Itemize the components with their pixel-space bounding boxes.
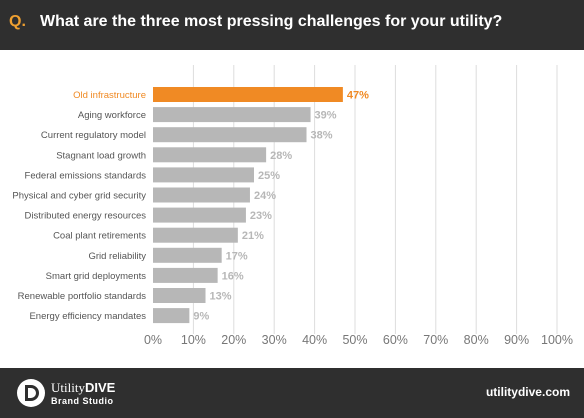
- footer-bar: UtilityDIVE Brand Studio utilitydive.com: [0, 368, 584, 418]
- question-title: What are the three most pressing challen…: [40, 13, 503, 30]
- x-tick-label-10: 10%: [181, 333, 206, 347]
- header-bar: Q. What are the three most pressing chal…: [0, 0, 584, 50]
- value-label-old-infrastructure: 47%: [347, 90, 369, 102]
- value-label-energy-efficiency-mandates: 9%: [193, 311, 209, 323]
- bar-smart-grid-deployments: [153, 267, 218, 283]
- value-label-federal-emissions-standards: 25%: [258, 170, 280, 182]
- value-label-coal-plant-retirements: 21%: [242, 230, 264, 242]
- brand-subtitle: Brand Studio: [51, 396, 114, 406]
- category-label-stagnant-load-growth: Stagnant load growth: [56, 150, 146, 161]
- bar-stagnant-load-growth: [153, 147, 267, 163]
- bar-renewable-portfolio-standards: [153, 288, 206, 303]
- x-tick-label-40: 40%: [302, 333, 327, 347]
- value-label-distributed-energy-resources: 23%: [250, 210, 272, 222]
- x-tick-label-0: 0%: [144, 333, 162, 347]
- category-label-old-infrastructure: Old infrastructure: [73, 90, 146, 101]
- x-tick-label-60: 60%: [383, 333, 408, 347]
- value-label-physical-and-cyber-grid-security: 24%: [254, 190, 276, 202]
- category-label-energy-efficiency-mandates: Energy efficiency mandates: [29, 311, 146, 322]
- x-tick-label-90: 90%: [504, 333, 529, 347]
- x-tick-label-30: 30%: [262, 333, 287, 347]
- category-label-federal-emissions-standards: Federal emissions standards: [25, 170, 147, 181]
- category-label-coal-plant-retirements: Coal plant retirements: [53, 231, 146, 242]
- x-tick-label-50: 50%: [342, 333, 367, 347]
- x-tick-label-70: 70%: [423, 333, 448, 347]
- category-label-distributed-energy-resources: Distributed energy resources: [25, 211, 147, 222]
- x-tick-label-80: 80%: [464, 333, 489, 347]
- category-label-grid-reliability: Grid reliability: [88, 251, 146, 262]
- value-label-smart-grid-deployments: 16%: [222, 270, 244, 282]
- bar-aging-workforce: [153, 107, 311, 123]
- bar-grid-reliability: [153, 247, 222, 263]
- bar-current-regulatory-model: [153, 127, 307, 143]
- category-label-current-regulatory-model: Current regulatory model: [41, 130, 146, 141]
- x-tick-label-20: 20%: [221, 333, 246, 347]
- bar-chart: Old infrastructure 47% Aging workforce 39% C…: [12, 65, 573, 347]
- category-label-smart-grid-deployments: Smart grid deployments: [46, 271, 147, 282]
- site-url[interactable]: utilitydive.com: [485, 385, 570, 399]
- value-label-renewable-portfolio-standards: 13%: [210, 291, 232, 303]
- brand-name: UtilityDIVE: [51, 380, 116, 395]
- value-label-grid-reliability: 17%: [226, 250, 248, 262]
- bar-distributed-energy-resources: [153, 207, 246, 223]
- bar-coal-plant-retirements: [153, 227, 238, 243]
- utility-dive-logo-icon: [17, 379, 45, 407]
- bar-federal-emissions-standards: [153, 167, 254, 183]
- bar-energy-efficiency-mandates: [153, 308, 190, 324]
- x-tick-label-100: 100%: [541, 333, 573, 347]
- bar-old-infrastructure: [153, 87, 343, 102]
- category-label-renewable-portfolio-standards: Renewable portfolio standards: [18, 291, 147, 302]
- value-label-aging-workforce: 39%: [315, 110, 337, 122]
- value-label-stagnant-load-growth: 28%: [270, 150, 292, 162]
- category-label-aging-workforce: Aging workforce: [78, 110, 146, 121]
- value-label-current-regulatory-model: 38%: [311, 130, 333, 142]
- bar-physical-and-cyber-grid-security: [153, 187, 250, 203]
- question-prefix: Q.: [9, 13, 26, 30]
- category-label-physical-and-cyber-grid-security: Physical and cyber grid security: [12, 191, 146, 202]
